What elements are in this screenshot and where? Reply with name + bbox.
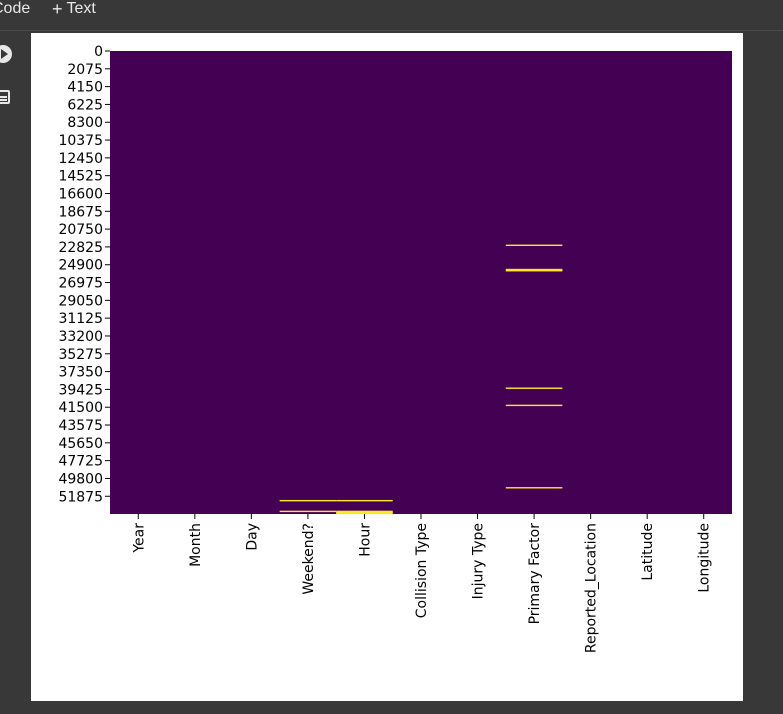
plus-icon: + (52, 0, 63, 19)
play-circle-icon[interactable] (0, 45, 12, 63)
add-text-button[interactable]: + Text (52, 0, 96, 18)
y-tick-label: 45650 (58, 436, 103, 452)
missing-value-mark (505, 387, 563, 389)
y-tick-label: 18675 (58, 204, 103, 220)
missing-value-mark (279, 510, 337, 513)
y-tick-label: 2075 (67, 62, 103, 78)
y-tick-label: 31125 (58, 311, 103, 327)
y-tick-label: 8300 (67, 115, 103, 131)
y-tick-label: 6225 (67, 97, 103, 113)
x-tick-label: Reported_Location (584, 523, 600, 653)
heatmap-background (110, 51, 732, 514)
missing-value-mark (505, 404, 563, 407)
y-tick-label: 22825 (58, 240, 103, 256)
y-tick-label: 41500 (58, 400, 103, 416)
y-tick-label: 20750 (58, 222, 103, 238)
x-tick-label: Month (188, 523, 204, 567)
y-tick-label: 10375 (58, 133, 103, 149)
y-tick-label: 24900 (58, 258, 103, 274)
missing-value-mark (279, 499, 337, 502)
missing-value-mark (505, 269, 563, 272)
output-scroll-area[interactable] (752, 31, 783, 714)
y-tick-label: 37350 (58, 365, 103, 381)
y-tick-label: 26975 (58, 276, 103, 292)
y-tick-label: 33200 (58, 329, 103, 345)
output-toggle-icon[interactable] (0, 90, 10, 104)
y-tick-label: 49800 (58, 471, 103, 487)
y-tick-label: 0 (94, 44, 103, 60)
x-tick-label: Weekend? (301, 523, 317, 595)
y-tick-label: 35275 (58, 347, 103, 363)
add-text-label: Text (66, 0, 96, 17)
x-tick-label: Longitude (697, 523, 713, 593)
missing-value-mark (505, 244, 563, 247)
x-tick-label: Latitude (640, 523, 656, 581)
y-tick-label: 51875 (58, 489, 103, 505)
missing-value-mark (336, 511, 393, 515)
x-tick-label: Year (131, 523, 147, 554)
x-tick-label: Hour (357, 523, 373, 557)
x-tick-label: Injury Type (471, 523, 487, 599)
add-code-button[interactable]: Code (0, 0, 31, 17)
x-tick-label: Day (244, 523, 260, 551)
missing-value-mark (505, 487, 563, 489)
y-tick-label: 29050 (58, 293, 103, 309)
x-tick-label: Collision Type (414, 523, 430, 618)
y-tick-label: 16600 (58, 186, 103, 202)
y-tick-label: 12450 (58, 151, 103, 167)
cell-gutter (0, 31, 30, 714)
cell-output: 0 2075 4150 6225 8300 10375 12450 14525 16600 186… (31, 33, 743, 701)
y-tick-label: 47725 (58, 454, 103, 470)
y-tick-label: 39425 (58, 382, 103, 398)
notebook-toolbar: Code + Text (0, 0, 783, 30)
y-tick-label: 43575 (58, 418, 103, 434)
y-tick-label: 14525 (58, 169, 103, 185)
missing-value-mark (336, 499, 393, 502)
toolbar-divider (0, 30, 783, 31)
y-tick-label: 4150 (67, 80, 103, 96)
x-tick-label: Primary Factor (527, 523, 543, 625)
